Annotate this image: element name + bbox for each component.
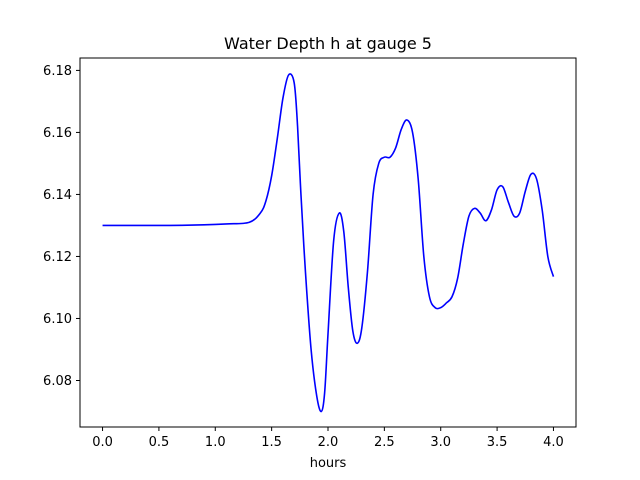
x-tick-label: 4.0 xyxy=(543,435,564,450)
series-group xyxy=(102,73,555,413)
x-tick-label: 2.0 xyxy=(318,435,339,450)
x-tick-label: 1.5 xyxy=(261,435,282,450)
x-tick-label: 3.0 xyxy=(430,435,451,450)
plot-area-frame xyxy=(79,57,577,428)
x-tick-label: 2.5 xyxy=(374,435,395,450)
y-tick-label: 6.18 xyxy=(43,64,72,79)
y-tick-label: 6.14 xyxy=(43,188,72,203)
x-tick-label: 3.5 xyxy=(487,435,508,450)
x-axis-ticks: 0.0 0.5 1.0 1.5 2.0 2.5 3.0 3.5 4.0 xyxy=(92,427,564,450)
y-tick-label: 6.08 xyxy=(43,374,72,389)
x-tick-label: 0.0 xyxy=(92,435,113,450)
x-tick-label: 0.5 xyxy=(149,435,170,450)
chart-title: Water Depth h at gauge 5 xyxy=(224,34,432,53)
x-axis-label: hours xyxy=(310,456,347,471)
y-tick-label: 6.12 xyxy=(43,250,72,265)
y-tick-label: 6.10 xyxy=(43,312,72,327)
series-line xyxy=(102,73,555,413)
y-axis-ticks: 6.08 6.10 6.12 6.14 6.16 6.18 xyxy=(43,64,80,389)
x-tick-label: 1.0 xyxy=(205,435,226,450)
y-tick-label: 6.16 xyxy=(43,126,72,141)
